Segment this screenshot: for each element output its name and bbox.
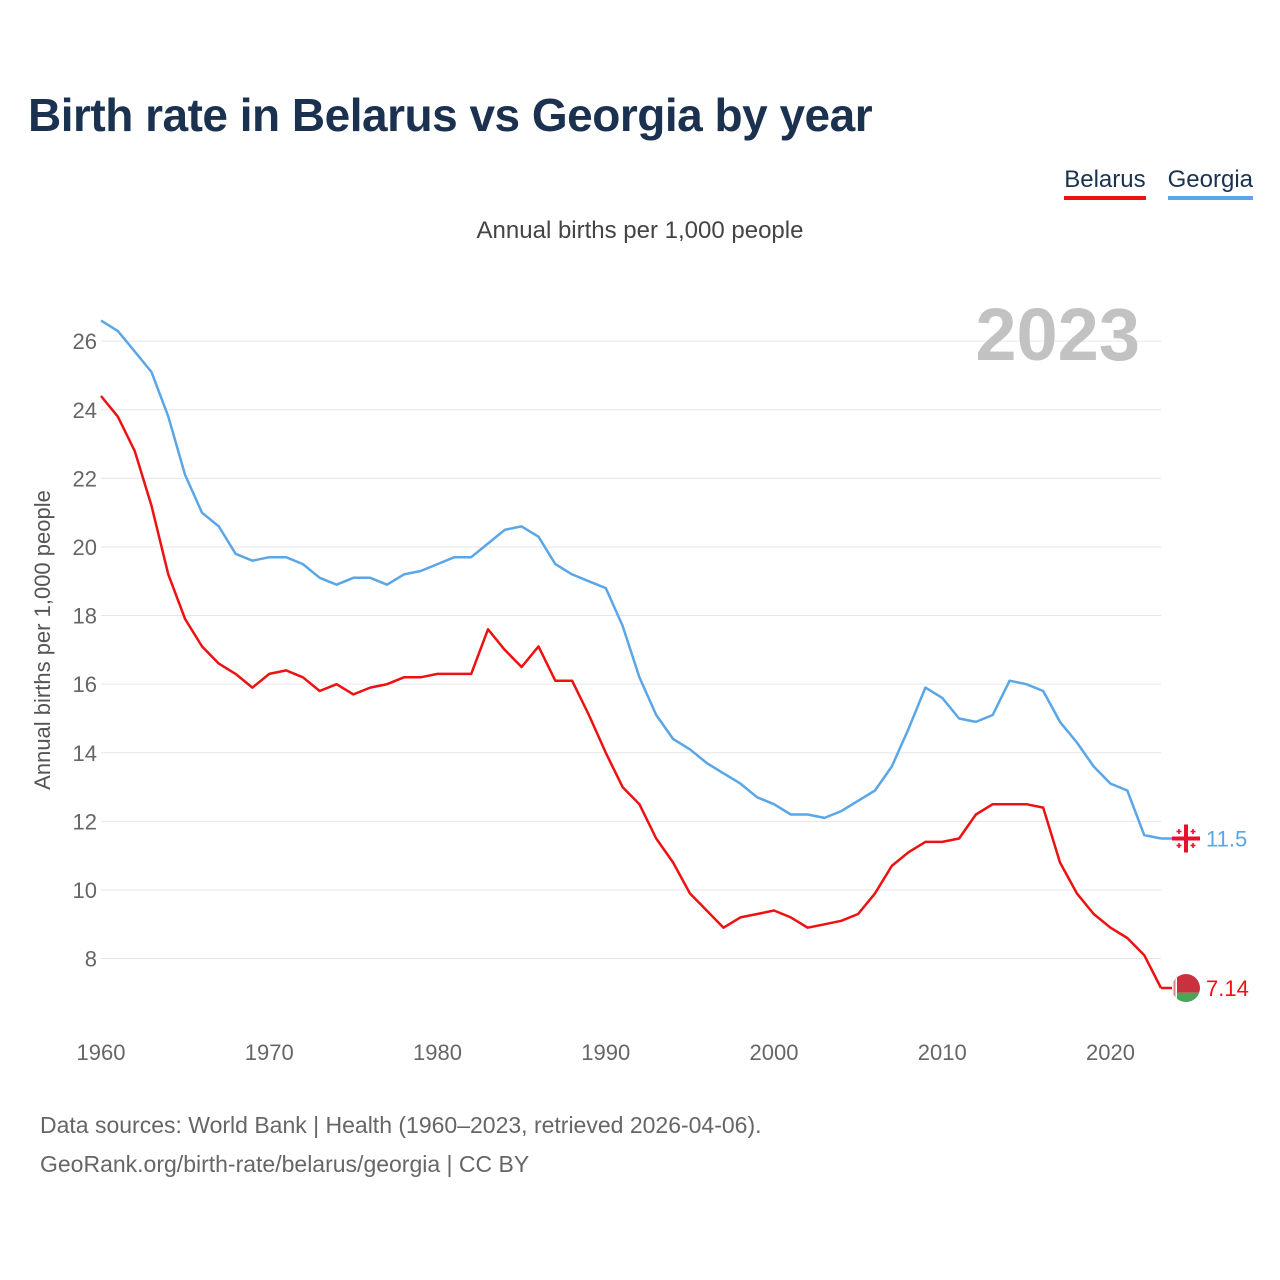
legend: Belarus Georgia bbox=[1064, 166, 1253, 200]
y-tick-label: 10 bbox=[73, 878, 97, 903]
y-tick-label: 22 bbox=[73, 466, 97, 491]
chart-title: Birth rate in Belarus vs Georgia by year bbox=[28, 89, 873, 141]
x-tick-label: 2010 bbox=[918, 1040, 967, 1065]
series-lines bbox=[100, 319, 1163, 989]
end-value-belarus: 7.14 bbox=[1206, 976, 1249, 1001]
x-tick-label: 1960 bbox=[77, 1040, 126, 1065]
x-tick-label: 2000 bbox=[750, 1040, 799, 1065]
series-line-belarus[interactable] bbox=[100, 395, 1163, 989]
y-tick-label: 14 bbox=[73, 741, 97, 766]
y-tick-label: 16 bbox=[73, 672, 97, 697]
y-axis: 8 10 12 14 16 18 20 22 24 26 bbox=[73, 329, 97, 971]
x-tick-label: 1980 bbox=[413, 1040, 462, 1065]
belarus-flag-icon bbox=[1172, 974, 1200, 1003]
y-tick-label: 18 bbox=[73, 604, 97, 629]
georgia-flag-icon bbox=[1172, 824, 1200, 853]
end-labels: 7.14 11.5 bbox=[1161, 824, 1249, 1003]
source-note: Data sources: World Bank | Health (1960–… bbox=[40, 1106, 762, 1184]
y-tick-label: 8 bbox=[85, 947, 97, 972]
chart-subtitle: Annual births per 1,000 people bbox=[476, 217, 804, 244]
series-line-georgia[interactable] bbox=[100, 319, 1162, 840]
end-value-georgia: 11.5 bbox=[1206, 827, 1247, 852]
y-tick-label: 20 bbox=[73, 535, 97, 560]
source-line-1: Data sources: World Bank | Health (1960–… bbox=[40, 1112, 762, 1138]
y-tick-label: 26 bbox=[73, 329, 97, 354]
x-tick-label: 2020 bbox=[1086, 1040, 1135, 1065]
legend-item-georgia[interactable]: Georgia bbox=[1167, 166, 1253, 200]
gridlines bbox=[101, 340, 1161, 960]
y-axis-label: Annual births per 1,000 people bbox=[30, 490, 55, 790]
source-line-2[interactable]: GeoRank.org/birth-rate/belarus/georgia |… bbox=[40, 1151, 530, 1177]
y-tick-label: 24 bbox=[73, 398, 97, 423]
year-watermark: 2023 bbox=[975, 293, 1140, 376]
legend-item-belarus[interactable]: Belarus bbox=[1064, 166, 1146, 200]
y-tick-label: 12 bbox=[73, 809, 97, 834]
x-tick-label: 1990 bbox=[581, 1040, 630, 1065]
x-tick-label: 1970 bbox=[245, 1040, 294, 1065]
x-axis: 1960 1970 1980 1990 2000 2010 2020 bbox=[77, 1040, 1135, 1065]
